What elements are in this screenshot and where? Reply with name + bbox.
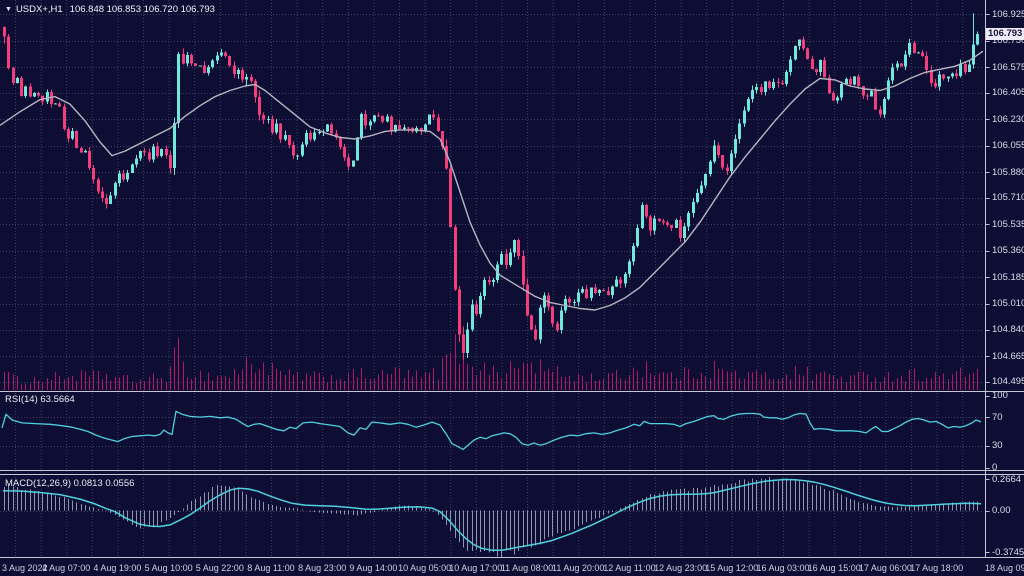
price-tick-label: 106.230 — [992, 113, 1024, 125]
moving-average-line — [0, 50, 984, 311]
price-tick-label: 106.055 — [992, 140, 1024, 152]
price-tick-label: 104.840 — [992, 324, 1024, 336]
price-tick-label: 104.665 — [992, 350, 1024, 362]
price-tick-label: 105.535 — [992, 218, 1024, 230]
rsi-indicator-label: RSI(14) 63.5664 — [5, 394, 75, 405]
macd-tick-label: -0.3745 — [992, 546, 1024, 558]
macd-indicator-label: MACD(12,26,9) 0.0813 0.0556 — [5, 478, 135, 489]
price-tick-label: 105.880 — [992, 166, 1024, 178]
time-tick-label: 15 Aug 12:00 — [705, 563, 759, 573]
time-tick-label: 18 Aug 09:00 — [985, 563, 1024, 573]
time-tick-label: 4 Aug 07:00 — [42, 563, 91, 573]
symbol-timeframe-label: USDX+,H1 — [15, 4, 63, 15]
macd-tick-label: 0.00 — [992, 505, 1011, 516]
ohlc-quote-text: 106.848 106.853 106.720 106.793 — [69, 4, 215, 15]
price-tick-label: 106.575 — [992, 61, 1024, 73]
rsi-tick-label: 30 — [992, 440, 1003, 452]
panel-separators[interactable] — [0, 0, 1024, 558]
chart-header: ▼ USDX+,H1 106.848 106.853 106.720 106.793 — [5, 4, 215, 15]
price-tick-label: 105.185 — [992, 271, 1024, 283]
time-tick-label: 3 Aug 2022 — [2, 563, 48, 573]
time-tick-label: 12 Aug 23:00 — [654, 563, 708, 573]
time-tick-label: 4 Aug 19:00 — [93, 563, 142, 573]
time-tick-label: 8 Aug 23:00 — [298, 563, 347, 573]
price-tick-label: 105.010 — [992, 298, 1024, 310]
rsi-panel — [1, 410, 982, 451]
price-tick-label: 105.710 — [992, 192, 1024, 204]
rsi-tick-label: 100 — [992, 390, 1008, 401]
rsi-tick-label: 70 — [992, 411, 1003, 423]
time-tick-label: 17 Aug 18:00 — [910, 563, 964, 573]
current-price-box: 106.793 — [986, 27, 1024, 40]
macd-tick-label: 0.2664 — [992, 473, 1022, 485]
collapse-chart-icon[interactable]: ▼ — [5, 6, 12, 13]
price-tick-label: 106.925 — [992, 8, 1024, 20]
macd-panel — [2, 477, 982, 557]
time-tick-label: 9 Aug 14:00 — [349, 563, 398, 573]
time-tick-label: 11 Aug 20:00 — [551, 563, 605, 573]
time-tick-label: 10 Aug 17:00 — [449, 563, 503, 573]
price-tick-label: 105.360 — [992, 245, 1024, 257]
price-tick-label: 104.495 — [992, 376, 1024, 388]
price-tick-label: 106.405 — [992, 87, 1024, 99]
candles-layer — [3, 13, 979, 360]
time-tick-label: 5 Aug 10:00 — [144, 563, 193, 573]
grid-lines — [0, 0, 984, 557]
time-tick-label: 12 Aug 11:00 — [603, 563, 656, 573]
main-price-panel — [0, 13, 984, 390]
time-tick-label: 16 Aug 15:00 — [807, 563, 861, 573]
time-tick-label: 11 Aug 08:00 — [500, 563, 554, 573]
time-tick-label: 8 Aug 11:00 — [247, 563, 295, 573]
price-tick-label: 106.750 — [992, 35, 1024, 47]
time-tick-label: 16 Aug 03:00 — [756, 563, 810, 573]
time-tick-label: 10 Aug 05:00 — [398, 563, 452, 573]
rsi-line — [1, 410, 982, 451]
time-tick-label: 5 Aug 22:00 — [195, 563, 244, 573]
volume-bars — [4, 334, 978, 390]
macd-signal-line — [2, 478, 982, 551]
macd-histogram — [4, 477, 978, 557]
time-tick-label: 17 Aug 06:00 — [858, 563, 912, 573]
rsi-tick-label: 0 — [992, 462, 998, 473]
